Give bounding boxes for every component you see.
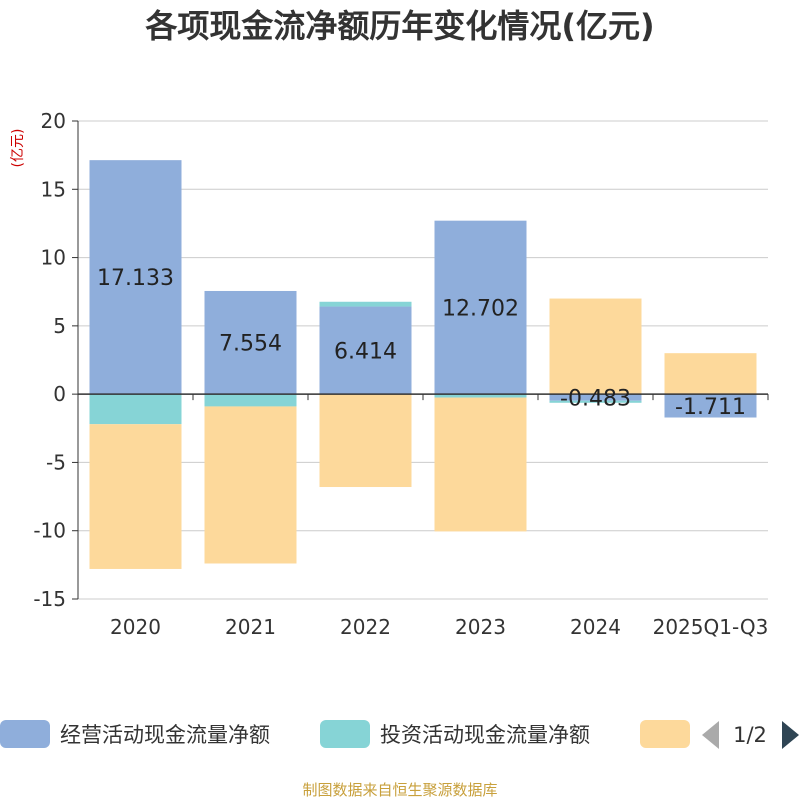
bar-series1-2022: [319, 306, 412, 395]
data-label: -0.483: [560, 386, 631, 411]
x-tick-label: 2021: [225, 615, 276, 639]
axes-group: 20 15 10 5 0 -5 -10 -15 2020 2021 2022 2023 2024 2025…: [33, 109, 769, 639]
bar-series3-2023: [434, 397, 527, 532]
data-label: 12.702: [442, 296, 519, 321]
y-tick-label: 5: [53, 314, 66, 338]
bar-series1-2023: [434, 220, 527, 395]
source-note: 制图数据来自恒生聚源数据库: [302, 781, 497, 799]
x-tick-label: 2025Q1-Q3: [653, 615, 769, 639]
bar-series3-2025Q1-Q3: [664, 353, 757, 395]
y-tick-label: -10: [33, 519, 66, 543]
legend-swatch-1: [0, 720, 50, 748]
chart-title: 各项现金流净额历年变化情况(亿元): [145, 7, 654, 45]
legend-label-2: 投资活动现金流量净额: [380, 723, 590, 747]
data-label: 7.554: [219, 332, 282, 357]
bar-series2-2022: [319, 301, 412, 307]
grid-lines: [78, 120, 768, 600]
legend-swatch-3: [640, 720, 690, 748]
bar-series3-2021: [204, 406, 297, 564]
bar-series3-2022: [319, 394, 412, 488]
y-tick-label: 0: [53, 382, 66, 406]
bar-series1-2025Q1-Q3: [664, 394, 757, 418]
x-tick-label: 2024: [570, 615, 621, 639]
pager-prev-icon[interactable]: [702, 721, 719, 749]
y-tick-label: 10: [41, 246, 66, 270]
x-tick-label: 2022: [340, 615, 391, 639]
x-tick-label: 2020: [110, 615, 161, 639]
data-label: 6.414: [334, 339, 397, 364]
y-tick-label: 20: [41, 109, 66, 133]
bar-series1-2024: [549, 394, 642, 401]
pager-next-icon[interactable]: [782, 721, 799, 749]
bar-series2-2020: [89, 394, 182, 425]
y-tick-label: -5: [46, 450, 66, 474]
pager-text: 1/2: [733, 723, 767, 747]
data-label: -1.711: [675, 395, 746, 420]
bar-series2-2023: [434, 394, 527, 398]
bar-series2-2021: [204, 394, 297, 407]
legend-label-1: 经营活动现金流量净额: [60, 723, 270, 747]
y-tick-label: -15: [33, 587, 66, 611]
y-tick-label: 15: [41, 177, 66, 201]
bars-group: [89, 160, 757, 569]
y-axis-label: (亿元): [10, 129, 26, 168]
x-tick-label: 2023: [455, 615, 506, 639]
data-label: 17.133: [97, 266, 174, 291]
legend: 经营活动现金流量净额 投资活动现金流量净额 1/2: [0, 720, 799, 749]
bar-series1-2021: [204, 290, 297, 395]
data-labels-group: 17.133 7.554 6.414 12.702 -0.483 -1.711: [97, 266, 746, 420]
bar-series1-2020: [89, 160, 182, 395]
bar-series2-2024: [549, 400, 642, 403]
legend-swatch-2: [320, 720, 370, 748]
bar-series3-2024: [549, 298, 642, 395]
bar-series3-2020: [89, 424, 182, 569]
